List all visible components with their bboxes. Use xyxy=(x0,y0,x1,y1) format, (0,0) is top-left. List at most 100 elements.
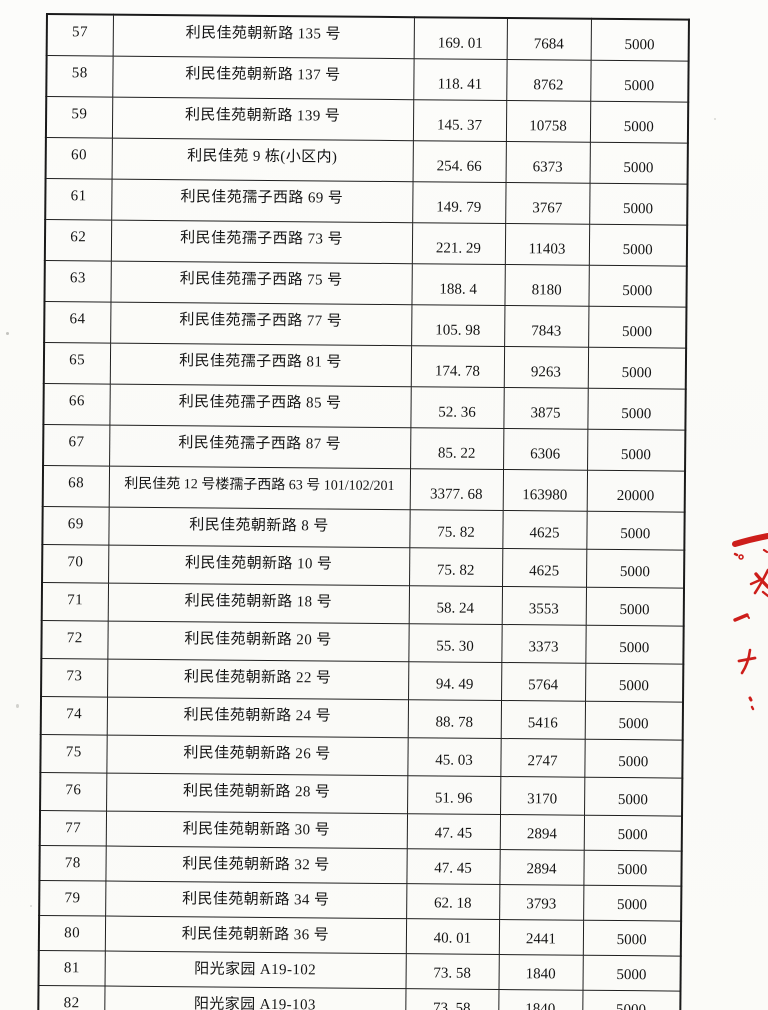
cell-fee: 5000 xyxy=(583,850,682,887)
cell-address: 利民佳苑朝新路 18 号 xyxy=(107,583,410,624)
cell-area: 40. 01 xyxy=(405,918,500,955)
table-row: 64 利民佳苑孺子西路 77 号 105. 98 7843 5000 xyxy=(44,301,687,349)
cell-amount: 2894 xyxy=(499,814,585,851)
cell-amount: 5764 xyxy=(501,662,586,702)
cell-fee: 5000 xyxy=(586,511,685,551)
cell-no: 81 xyxy=(38,950,105,987)
table-row: 59 利民佳苑朝新路 139 号 145. 37 10758 5000 xyxy=(45,96,689,144)
cell-amount: 6373 xyxy=(505,141,590,184)
cell-fee: 5000 xyxy=(590,18,689,62)
cell-fee: 5000 xyxy=(587,429,686,472)
cell-area: 3377. 68 xyxy=(409,468,504,511)
cell-amount: 2441 xyxy=(498,919,584,956)
cell-address: 利民佳苑朝新路 135 号 xyxy=(112,14,414,59)
cell-area: 73. 58 xyxy=(405,953,499,990)
cell-no: 64 xyxy=(44,301,111,344)
cell-amount: 1840 xyxy=(498,989,583,1010)
cell-amount: 3553 xyxy=(501,586,587,626)
cell-no: 77 xyxy=(39,810,107,847)
cell-address: 利民佳苑朝新路 30 号 xyxy=(105,811,408,849)
cell-fee: 5000 xyxy=(584,701,684,741)
cell-amount: 4625 xyxy=(502,548,587,588)
cell-amount: 2747 xyxy=(500,738,585,778)
table-row: 63 利民佳苑孺子西路 75 号 188. 4 8180 5000 xyxy=(44,260,687,308)
cell-area: 62. 18 xyxy=(406,883,500,920)
cell-amount: 1840 xyxy=(498,954,583,991)
table-row: 62 利民佳苑孺子西路 73 号 221. 29 11403 5000 xyxy=(44,219,688,267)
cell-amount: 163980 xyxy=(502,469,588,512)
cell-fee: 5000 xyxy=(589,101,689,144)
cell-no: 69 xyxy=(42,506,109,546)
cell-amount: 11403 xyxy=(504,223,590,266)
table-row: 69 利民佳苑朝新路 8 号 75. 82 4625 5000 xyxy=(42,506,685,551)
cell-no: 59 xyxy=(45,96,113,139)
cell-fee: 5000 xyxy=(589,142,688,185)
table-row: 68 利民佳苑 12 号楼孺子西路 63 号 101/102/201 3377. 6… xyxy=(42,465,686,513)
cell-address: 利民佳苑 9 栋(小区内) xyxy=(111,138,413,182)
cell-area: 75. 82 xyxy=(409,547,503,587)
cell-area: 47. 45 xyxy=(406,813,501,850)
cell-area: 52. 36 xyxy=(410,386,504,429)
cell-fee: 5000 xyxy=(589,183,688,226)
cell-address: 阳光家园 A19-103 xyxy=(104,986,406,1010)
cell-area: 58. 24 xyxy=(408,585,503,625)
cell-area: 47. 45 xyxy=(406,848,500,885)
cell-amount: 3767 xyxy=(505,182,590,225)
cell-address: 利民佳苑孺子西路 75 号 xyxy=(110,261,412,305)
cell-amount: 10758 xyxy=(505,100,591,143)
cell-address: 利民佳苑朝新路 24 号 xyxy=(106,697,409,738)
cell-amount: 7684 xyxy=(506,18,591,61)
cell-amount: 7843 xyxy=(504,305,589,348)
cell-fee: 5000 xyxy=(585,625,684,665)
cell-no: 70 xyxy=(42,544,109,584)
scan-speck xyxy=(16,704,19,708)
cell-no: 79 xyxy=(39,880,106,917)
cell-address: 利民佳苑孺子西路 73 号 xyxy=(110,220,413,264)
cell-address: 利民佳苑孺子西路 69 号 xyxy=(111,179,413,223)
cell-address: 利民佳苑朝新路 10 号 xyxy=(108,545,410,586)
cell-area: 45. 03 xyxy=(407,737,501,777)
cell-no: 62 xyxy=(44,219,112,262)
cell-no: 65 xyxy=(43,342,111,385)
cell-fee: 5000 xyxy=(585,663,684,703)
cell-fee: 5000 xyxy=(583,815,683,852)
cell-area: 254. 66 xyxy=(412,140,506,183)
table-row: 80 利民佳苑朝新路 36 号 40. 01 2441 5000 xyxy=(38,915,682,957)
cell-no: 78 xyxy=(39,845,106,882)
cell-fee: 5000 xyxy=(582,990,681,1010)
cell-amount: 3793 xyxy=(499,884,584,921)
cell-fee: 20000 xyxy=(586,470,686,513)
cell-area: 118. 41 xyxy=(413,58,507,101)
cell-no: 75 xyxy=(40,734,107,774)
cell-amount: 2894 xyxy=(499,849,584,886)
table-row: 77 利民佳苑朝新路 30 号 47. 45 2894 5000 xyxy=(39,810,683,852)
table-row: 74 利民佳苑朝新路 24 号 88. 78 5416 5000 xyxy=(40,696,684,741)
cell-fee: 5000 xyxy=(587,388,686,431)
cell-no: 80 xyxy=(38,915,106,952)
cell-area: 55. 30 xyxy=(408,623,502,663)
cell-fee: 5000 xyxy=(582,955,681,992)
cell-area: 188. 4 xyxy=(411,263,505,306)
cell-amount: 6306 xyxy=(503,428,588,471)
table-row: 76 利民佳苑朝新路 28 号 51. 96 3170 5000 xyxy=(40,772,683,817)
cell-address: 利民佳苑朝新路 26 号 xyxy=(106,735,408,776)
cell-amount: 3373 xyxy=(501,624,586,664)
cell-fee: 5000 xyxy=(586,549,685,589)
cell-address: 利民佳苑朝新路 34 号 xyxy=(105,881,407,919)
cell-area: 145. 37 xyxy=(412,99,507,142)
cell-address: 利民佳苑孺子西路 85 号 xyxy=(109,384,411,428)
cell-no: 66 xyxy=(43,383,110,426)
cell-address: 利民佳苑朝新路 32 号 xyxy=(105,846,407,884)
cell-no: 57 xyxy=(46,14,113,57)
cell-address: 利民佳苑朝新路 36 号 xyxy=(104,916,407,954)
table-row: 65 利民佳苑孺子西路 81 号 174. 78 9263 5000 xyxy=(43,342,687,390)
cell-fee: 5000 xyxy=(584,777,683,817)
cell-address: 利民佳苑 12 号楼孺子西路 63 号 101/102/201 xyxy=(108,466,411,510)
fee-table-wrap: 57 利民佳苑朝新路 135 号 169. 01 7684 5000 58 利民佳苑朝新路 … xyxy=(35,13,690,1010)
cell-area: 94. 49 xyxy=(408,661,502,701)
cell-area: 169. 01 xyxy=(413,17,507,60)
table-row: 57 利民佳苑朝新路 135 号 169. 01 7684 5000 xyxy=(46,14,689,62)
cell-amount: 8762 xyxy=(506,59,591,102)
cell-address: 利民佳苑朝新路 22 号 xyxy=(107,659,409,700)
cell-address: 利民佳苑朝新路 8 号 xyxy=(108,507,410,548)
